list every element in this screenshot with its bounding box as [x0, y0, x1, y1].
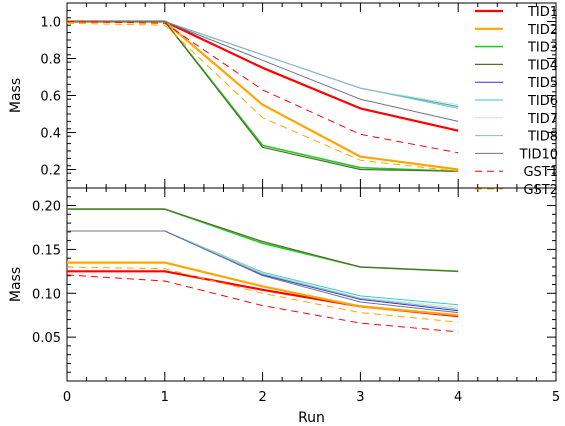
- legend-label-tid7: TID7: [527, 112, 558, 127]
- series-line-tid6: [67, 21, 459, 108]
- y-tick-label: 0.8: [40, 53, 61, 68]
- legend-label-tid3: TID3: [527, 41, 558, 56]
- panel-top: 0.2 0.4 0.6 0.8 1.0 Mass: [8, 2, 557, 189]
- series-group: [67, 208, 459, 333]
- x-axis: 0 1 2 3 4 5: [63, 390, 560, 405]
- legend-label-tid1: TID1: [527, 5, 558, 20]
- y-axis-title: Mass: [8, 267, 24, 302]
- y-tick-label: 0.10: [32, 287, 61, 302]
- legend-label-tid4: TID4: [527, 58, 558, 73]
- y-tick-label: 0.2: [40, 164, 61, 179]
- legend-label-tid2: TID2: [527, 23, 558, 38]
- x-tick-label: 0: [63, 390, 71, 405]
- x-tick-label: 1: [161, 390, 169, 405]
- series-line-tid7: [67, 21, 459, 106]
- series-group: [67, 20, 459, 173]
- series-line-tid5: [67, 21, 459, 108]
- legend-label-gst2: GST2: [523, 183, 558, 198]
- series-line-tid1: [67, 20, 459, 132]
- legend-label-tid5: TID5: [527, 76, 558, 91]
- legend-label-tid8: TID8: [527, 130, 558, 145]
- y-tick-label: 1.0: [40, 16, 61, 31]
- y-tick-label: 0.20: [32, 200, 61, 215]
- x-tick-label: 5: [552, 390, 560, 405]
- legend-label-tid6: TID6: [527, 94, 558, 109]
- legend-label-tid10: TID10: [519, 147, 558, 162]
- series-line-gst2: [67, 22, 459, 172]
- series-line-tid10: [67, 21, 459, 122]
- y-tick-label: 0.4: [40, 127, 61, 142]
- x-tick-label: 3: [356, 390, 364, 405]
- series-line-tid10: [67, 230, 459, 314]
- series-line-gst1: [67, 274, 459, 333]
- y-axis-title: Mass: [8, 78, 24, 113]
- series-line-gst2: [67, 266, 459, 323]
- x-tick-label: 4: [454, 390, 462, 405]
- series-line-gst1: [67, 21, 459, 154]
- panel-bottom: 0.05 0.10 0.15 0.20 Mass: [8, 187, 557, 382]
- x-tick-label: 2: [258, 390, 266, 405]
- legend: TID1 TID2 TID3 TID4 TID5 TID6 TID7 TID8 TID10 GST…: [475, 5, 558, 198]
- x-axis-title: Run: [298, 410, 325, 426]
- plot-frame: [66, 2, 557, 189]
- y-tick-label: 0.15: [32, 243, 61, 258]
- series-line-tid2: [67, 261, 459, 317]
- y-tick-label: 0.05: [32, 331, 61, 346]
- y-tick-label: 0.6: [40, 90, 61, 105]
- legend-label-gst1: GST1: [523, 165, 558, 180]
- panels-layer: 0.2 0.4 0.6 0.8 1.0 Mass 0.05 0.10 0.15 0.20 Mass: [8, 2, 557, 382]
- series-line-tid4: [67, 208, 459, 272]
